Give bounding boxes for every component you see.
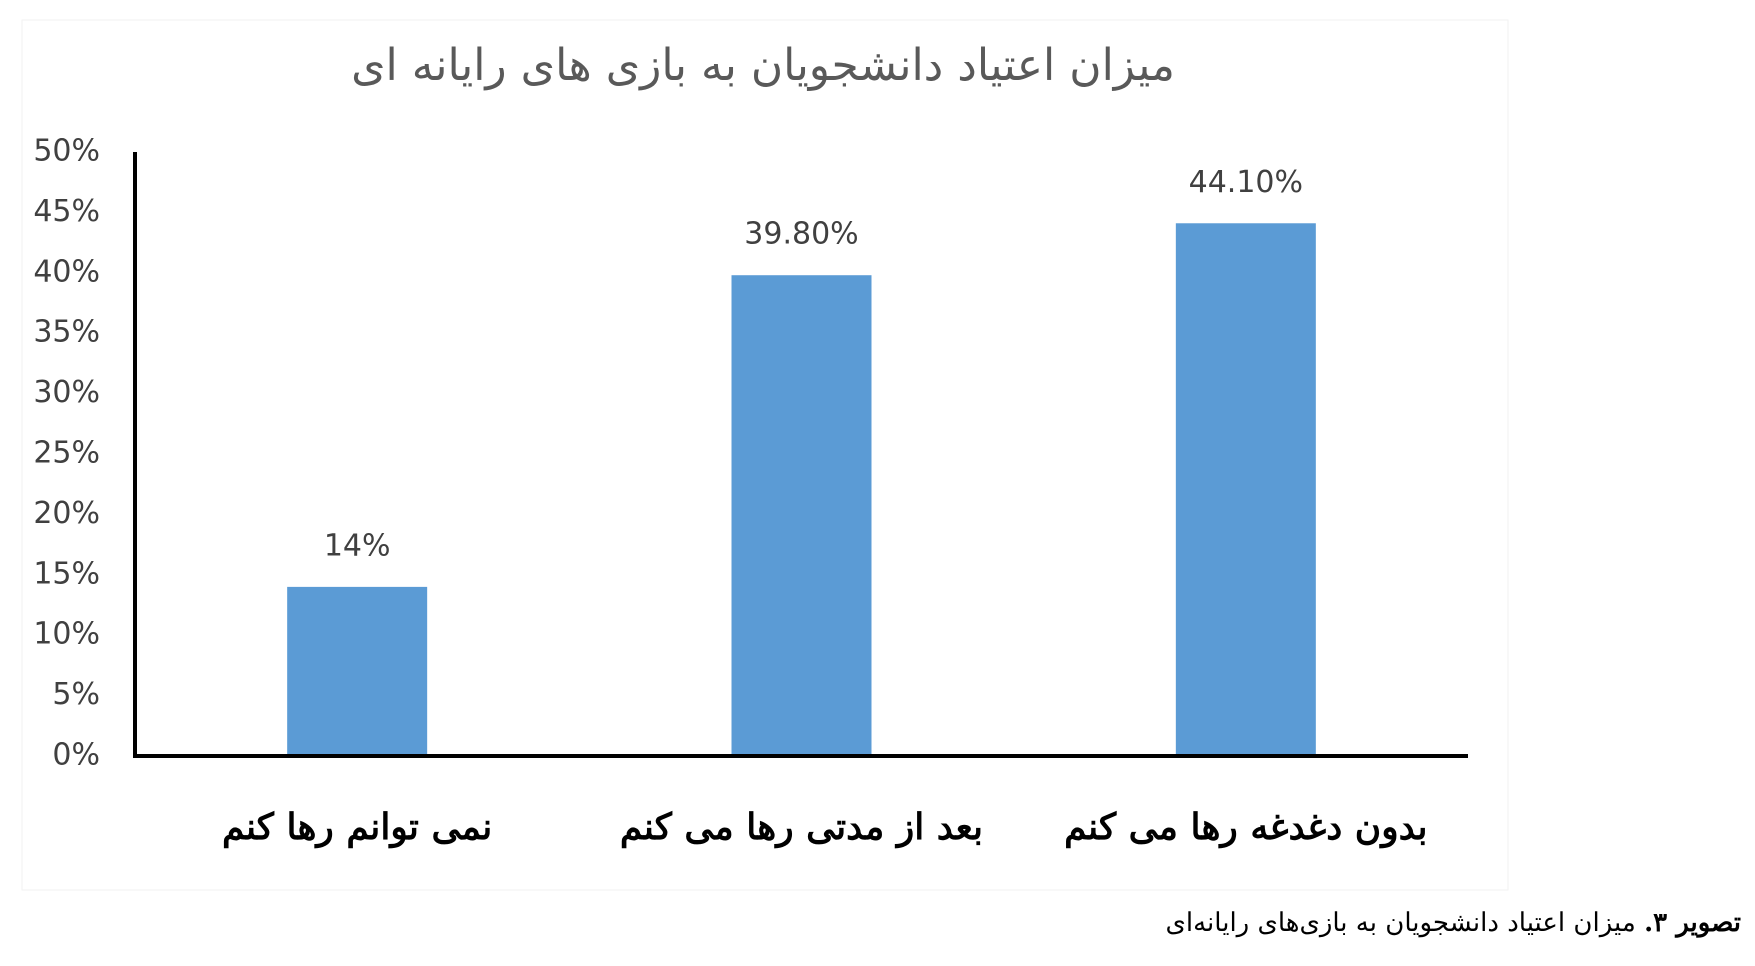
bar: [1175, 223, 1316, 757]
y-tick-label: 0%: [52, 738, 100, 773]
y-tick-label: 15%: [33, 556, 100, 591]
caption-text: میزان اعتیاد دانشجویان به بازی‌های رایان…: [1165, 908, 1636, 938]
caption-label: تصویر ۳.: [1644, 908, 1741, 938]
chart-title: میزان اعتیاد دانشجویان به بازی های رایان…: [351, 40, 1175, 91]
value-label: 14%: [324, 528, 391, 563]
chart: میزان اعتیاد دانشجویان به بازی های رایان…: [21, 19, 1509, 891]
y-tick-label: 35%: [33, 315, 100, 350]
y-tick-label: 45%: [33, 194, 100, 229]
x-tick-label: بعد از مدتی رها می کنم: [620, 806, 983, 849]
bar: [731, 275, 872, 756]
x-tick-label: نمی توانم رها کنم: [222, 806, 492, 849]
y-tick-label: 25%: [33, 436, 100, 471]
y-tick-label: 40%: [33, 254, 100, 289]
x-tick-label: بدون دغدغه رها می کنم: [1064, 806, 1427, 849]
y-tick-label: 5%: [52, 677, 100, 712]
y-tick-label: 30%: [33, 375, 100, 410]
y-tick-label: 10%: [33, 617, 100, 652]
bar: [287, 586, 428, 756]
y-tick-label: 20%: [33, 496, 100, 531]
value-label: 39.80%: [744, 217, 858, 252]
value-label: 44.10%: [1189, 165, 1303, 200]
y-tick-label: 50%: [33, 134, 100, 169]
caption: تصویر ۳. میزان اعتیاد دانشجویان به بازی‌…: [1166, 908, 1741, 938]
